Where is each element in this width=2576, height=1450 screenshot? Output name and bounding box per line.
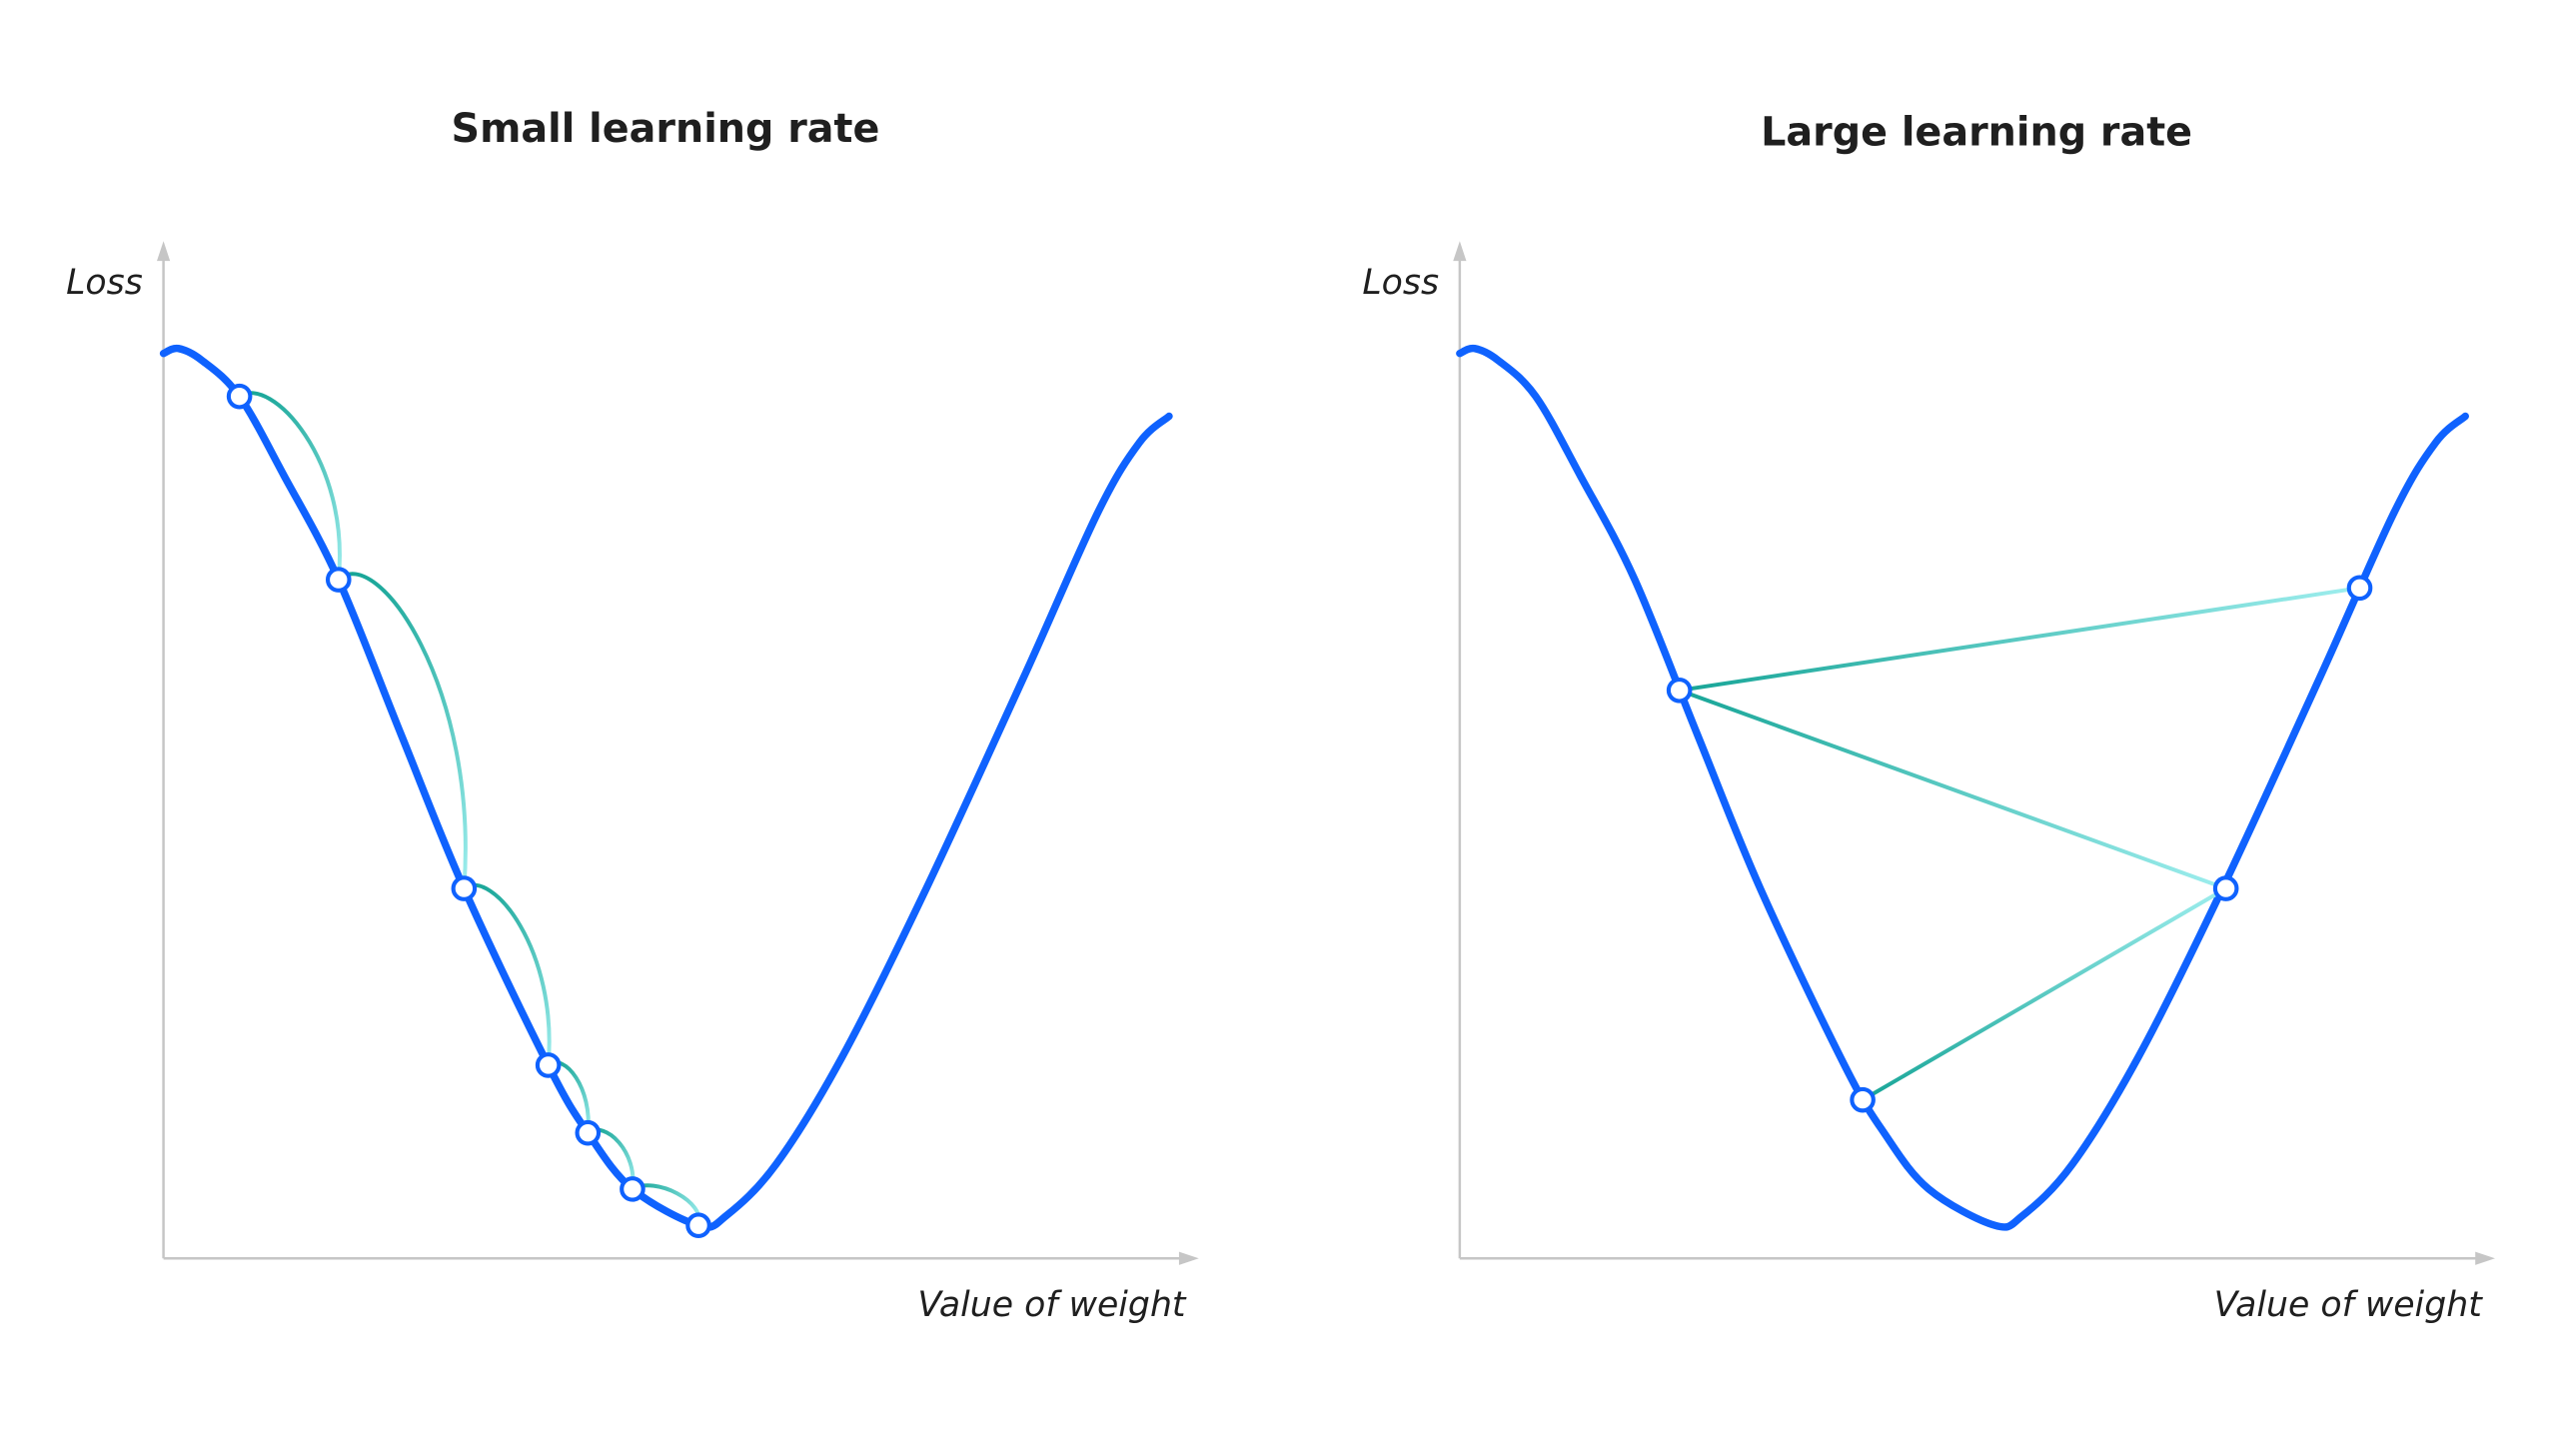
weight-point (325, 567, 352, 593)
panel-title: Large learning rate (1761, 109, 2192, 155)
weight-point (2346, 575, 2373, 602)
panel-title: Small learning rate (452, 106, 880, 152)
weight-point (535, 1052, 562, 1078)
weight-point (575, 1119, 602, 1146)
weight-point (685, 1212, 711, 1239)
x-axis-label: Value of weight (917, 1285, 1187, 1325)
x-axis-label: Value of weight (2214, 1285, 2484, 1325)
panel-small-learning-rate: Small learning rate Loss Value of weight (66, 106, 1199, 1325)
weight-point (1850, 1086, 1876, 1113)
gradient-step-line (1862, 886, 2227, 1102)
loss-curve (159, 344, 1173, 1231)
axes (1458, 251, 2486, 1260)
panel-large-learning-rate: Large learning rate Loss Value of weight (1362, 109, 2496, 1325)
y-axis-label: Loss (1362, 263, 1439, 303)
weight-point (226, 383, 253, 410)
weight-point (1666, 677, 1693, 704)
gradient-step-arc (337, 572, 468, 889)
y-axis-label: Loss (66, 263, 143, 303)
loss-curve (1456, 344, 2469, 1231)
axis-arrowheads (1453, 241, 2496, 1265)
axis-arrowheads (156, 241, 1199, 1265)
gradient-step-line (1679, 586, 2360, 693)
axes (162, 251, 1189, 1260)
weight-point (2212, 875, 2239, 901)
gradient-step-line (1678, 688, 2227, 890)
weight-point (451, 875, 478, 901)
gradient-step-arc (238, 391, 342, 581)
weight-point (620, 1176, 645, 1202)
